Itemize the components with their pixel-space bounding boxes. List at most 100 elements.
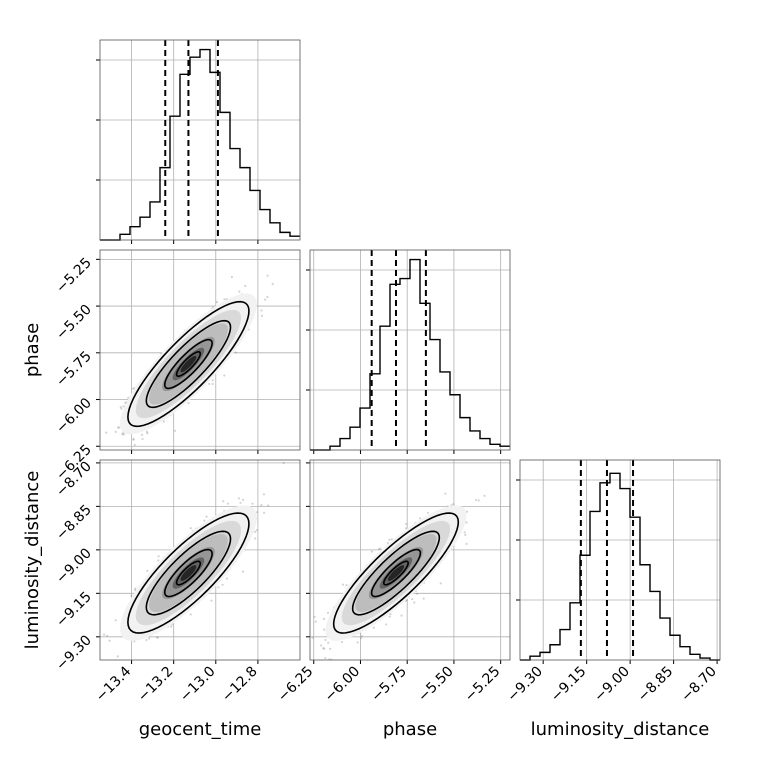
sample-point: [157, 555, 160, 558]
x-tick-label: −13.2: [135, 664, 177, 706]
contour-line: [127, 512, 250, 634]
sample-point: [146, 569, 149, 572]
panel-luminosity_distance-luminosity_distance: −9.30 −9.15 −9.00 −8.85 −8.70: [504, 459, 721, 705]
sample-point: [108, 639, 111, 642]
sample-point: [114, 619, 117, 622]
sample-point: [124, 401, 127, 405]
sample-point: [162, 420, 165, 423]
y-tick-label: −9.30: [53, 632, 95, 674]
sample-point: [311, 636, 314, 639]
panel-geocent_time-geocent_time: [96, 39, 301, 244]
sample-point: [255, 528, 258, 532]
contour-line: [127, 300, 250, 428]
y-tick-label: −5.75: [53, 348, 95, 390]
sample-point: [238, 290, 241, 293]
density-fill: [180, 355, 197, 373]
sample-point: [271, 282, 274, 286]
sample-point: [474, 498, 478, 502]
sample-point: [413, 601, 416, 604]
sample-point: [211, 382, 214, 386]
sample-point: [340, 640, 344, 644]
x-tick-label: −13.4: [93, 663, 135, 705]
contour-line: [370, 548, 422, 598]
sample-point: [106, 634, 109, 637]
sample-point: [254, 537, 257, 540]
panel-frame: [99, 249, 301, 451]
panel-geocent_time-phase: −6.25−6.00−5.75−5.50−5.25: [53, 249, 301, 483]
sample-point: [266, 295, 269, 299]
histogram-luminosity_distance: [520, 472, 720, 661]
sample-point: [103, 467, 105, 469]
histogram-phase: [310, 258, 510, 451]
sample-point: [372, 626, 375, 629]
sample-point: [377, 547, 381, 551]
y-tick-label: −5.25: [53, 255, 95, 297]
sample-point: [118, 426, 121, 429]
x-tick-label: −6.25: [275, 664, 317, 706]
sample-point: [230, 275, 234, 279]
sample-point: [102, 633, 106, 636]
sample-point: [223, 298, 226, 301]
sample-point: [262, 511, 266, 514]
sample-point: [251, 502, 254, 505]
sample-point: [282, 461, 285, 465]
sample-point: [390, 538, 393, 541]
sample-point: [133, 589, 137, 592]
sample-point: [319, 644, 323, 647]
histogram-geocent_time: [100, 48, 300, 241]
sample-point: [464, 533, 467, 536]
sample-point: [105, 431, 108, 434]
y-tick-label: −8.85: [53, 502, 95, 544]
panel-phase-luminosity_distance: −6.25 −6.00 −5.75 −5.50 −5.25: [275, 459, 511, 706]
x-tick-label: −5.50: [415, 664, 457, 706]
sample-point: [266, 274, 269, 277]
sample-point: [260, 314, 264, 317]
y-tick-label: −5.50: [53, 302, 95, 344]
sample-point: [483, 494, 486, 497]
panel-frame: [309, 249, 511, 451]
sample-point: [324, 638, 327, 642]
sample-point: [323, 647, 326, 650]
sample-point: [114, 430, 117, 433]
sample-point: [444, 492, 447, 495]
y-tick-label: −9.00: [53, 545, 95, 587]
sample-point: [322, 628, 326, 631]
x-axis-label-luminosity_distance: luminosity_distance: [531, 719, 710, 740]
sample-point: [327, 641, 330, 644]
sample-point: [157, 559, 160, 562]
density-fill: [180, 565, 197, 581]
sample-point: [211, 379, 214, 382]
sample-point: [122, 433, 126, 436]
sample-point: [109, 663, 111, 665]
sample-point: [215, 301, 219, 304]
sample-point: [314, 620, 317, 623]
panel-phase-phase: [306, 249, 511, 454]
sample-point: [477, 499, 480, 502]
sample-point: [210, 599, 213, 602]
sample-point: [156, 636, 159, 639]
sample-point: [117, 426, 120, 429]
y-axis-label-phase: phase: [22, 323, 43, 377]
sample-point: [223, 374, 226, 377]
sample-point: [189, 613, 192, 616]
x-tick-label: −5.75: [368, 664, 410, 706]
sample-point: [410, 598, 414, 601]
sample-point: [313, 615, 316, 618]
panel-frame: [309, 459, 511, 661]
sample-point: [465, 510, 469, 513]
sample-point: [260, 309, 263, 312]
sample-point: [370, 550, 373, 553]
sample-point: [189, 527, 192, 530]
sample-point: [385, 623, 388, 626]
sample-point: [256, 511, 259, 514]
contour-line: [175, 560, 202, 586]
panel-frame: [519, 459, 721, 661]
sample-point: [322, 617, 326, 620]
sample-point: [324, 656, 327, 660]
sample-point: [404, 522, 408, 526]
sample-point: [134, 587, 137, 590]
sample-point: [452, 503, 455, 506]
sample-point: [217, 586, 220, 589]
sample-point: [267, 504, 270, 507]
